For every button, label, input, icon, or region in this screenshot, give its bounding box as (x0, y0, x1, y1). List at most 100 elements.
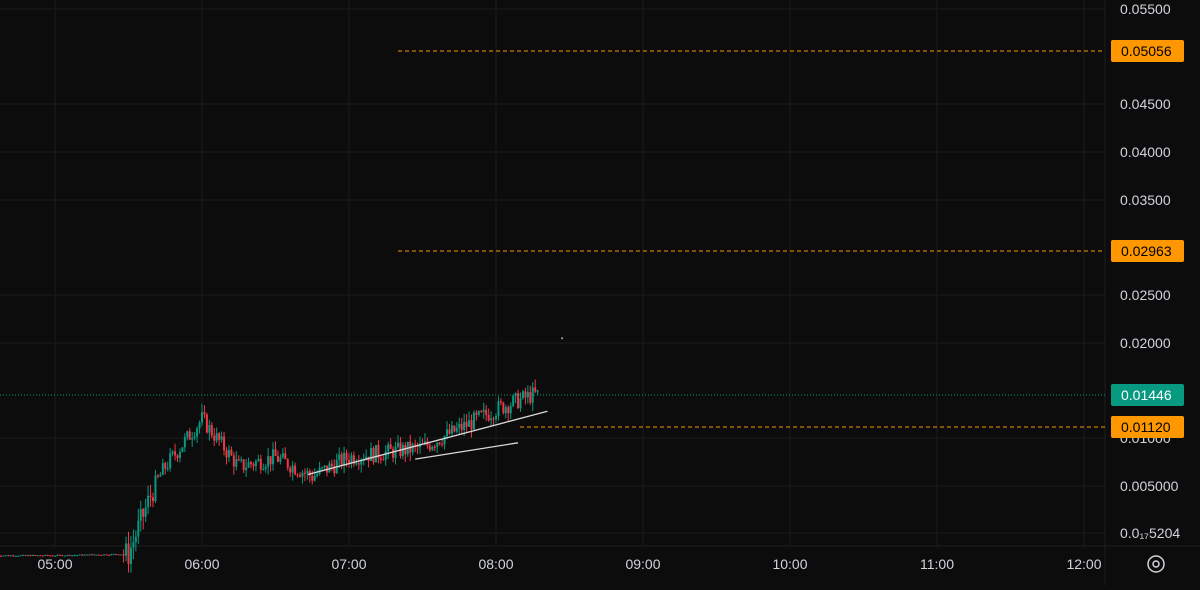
candle-body (198, 422, 201, 429)
candle-body (294, 465, 297, 475)
candle-body (330, 463, 333, 467)
candle-body (61, 555, 64, 557)
x-tick-label: 09:00 (625, 556, 660, 572)
candle-body (291, 465, 294, 473)
candle-body (188, 431, 191, 440)
candle-body (370, 447, 373, 461)
candle-body (54, 555, 56, 557)
candle-body (183, 437, 186, 448)
last-price-badge: 0.01446 (1111, 384, 1184, 406)
candle-body (377, 445, 380, 459)
y-tick-label: 0.04500 (1120, 96, 1171, 112)
candle-body (230, 449, 233, 456)
candle-body (352, 455, 355, 464)
candle-body (475, 412, 478, 415)
candle-body (259, 458, 262, 470)
candle-body (504, 407, 507, 414)
candle-body (531, 387, 534, 403)
candle-body (357, 463, 360, 465)
candle-body (152, 497, 154, 502)
candle-body (132, 542, 135, 548)
candle-body (262, 468, 265, 470)
price-line-badge-bg (1111, 40, 1184, 62)
y-tick-label: 0.05500 (1120, 1, 1171, 17)
candle-body (39, 555, 42, 557)
candle-body (66, 554, 69, 556)
candle-body (196, 428, 199, 437)
candle-body (105, 554, 108, 556)
candle-body (125, 543, 128, 556)
candle-body (497, 401, 500, 417)
candle-body (5, 555, 7, 557)
candle-body (95, 554, 98, 556)
candle-body (487, 415, 490, 421)
candle-body (218, 433, 221, 440)
candle-body (56, 554, 59, 556)
candle-body (156, 475, 159, 477)
last-price-badge-bg (1111, 384, 1184, 406)
candle-body (323, 465, 326, 468)
candle-body (296, 474, 299, 476)
last-price-badge-label: 0.01446 (1121, 387, 1172, 403)
candle-body (482, 409, 485, 412)
trendline[interactable] (415, 442, 519, 460)
candle-body (281, 453, 284, 458)
candle-body (83, 554, 86, 556)
candle-body (463, 421, 466, 431)
candle-body (93, 554, 96, 556)
candle-body (289, 468, 292, 473)
candle-body (36, 555, 39, 557)
candle-body (365, 456, 368, 460)
candle-body (460, 423, 463, 431)
candle-body (512, 395, 515, 406)
candle-body (485, 409, 488, 416)
candle-body (134, 536, 137, 543)
candle-body (514, 393, 517, 396)
candle-body (100, 554, 103, 556)
candle-body (220, 436, 223, 440)
candle-body (22, 554, 25, 556)
candle-body (450, 425, 453, 434)
settings-icon[interactable] (1147, 555, 1165, 573)
candle-body (252, 464, 255, 467)
candle-body (213, 435, 216, 441)
candle-body (524, 391, 527, 398)
candle-body (103, 554, 105, 556)
candle-body (122, 554, 125, 556)
price-line-badge-label: 0.01120 (1121, 419, 1171, 435)
candle-body (34, 555, 37, 557)
price-line-badge-bg (1111, 240, 1184, 262)
candle-body (49, 555, 52, 557)
candle-body (276, 455, 279, 462)
candle-body (274, 449, 277, 456)
settings-button[interactable] (1147, 555, 1165, 573)
candle-body (240, 459, 243, 461)
candle-body (117, 554, 120, 556)
candle-body (534, 387, 537, 392)
candle-body (51, 555, 54, 557)
candle-body (321, 467, 324, 469)
candle-body (144, 507, 147, 517)
candle-body (272, 449, 275, 465)
candle-body (149, 495, 152, 498)
candle-body (382, 459, 385, 461)
candle-body (227, 449, 230, 458)
candle-body (468, 420, 471, 427)
candle-body (443, 435, 446, 445)
candle-body (355, 463, 358, 465)
y-tick-label: 0.005000 (1120, 478, 1179, 494)
y-tick-label: 0.02000 (1120, 335, 1171, 351)
candle-body (267, 456, 270, 467)
candle-body (392, 448, 395, 458)
candle-body (431, 446, 434, 450)
candle-body (284, 453, 287, 460)
candle-body (78, 554, 81, 556)
candle-body (438, 442, 441, 445)
candle-body (76, 555, 79, 557)
candle-body (161, 463, 164, 475)
candle-body (205, 414, 208, 433)
trendline[interactable] (307, 410, 548, 476)
candle-body (455, 427, 458, 432)
